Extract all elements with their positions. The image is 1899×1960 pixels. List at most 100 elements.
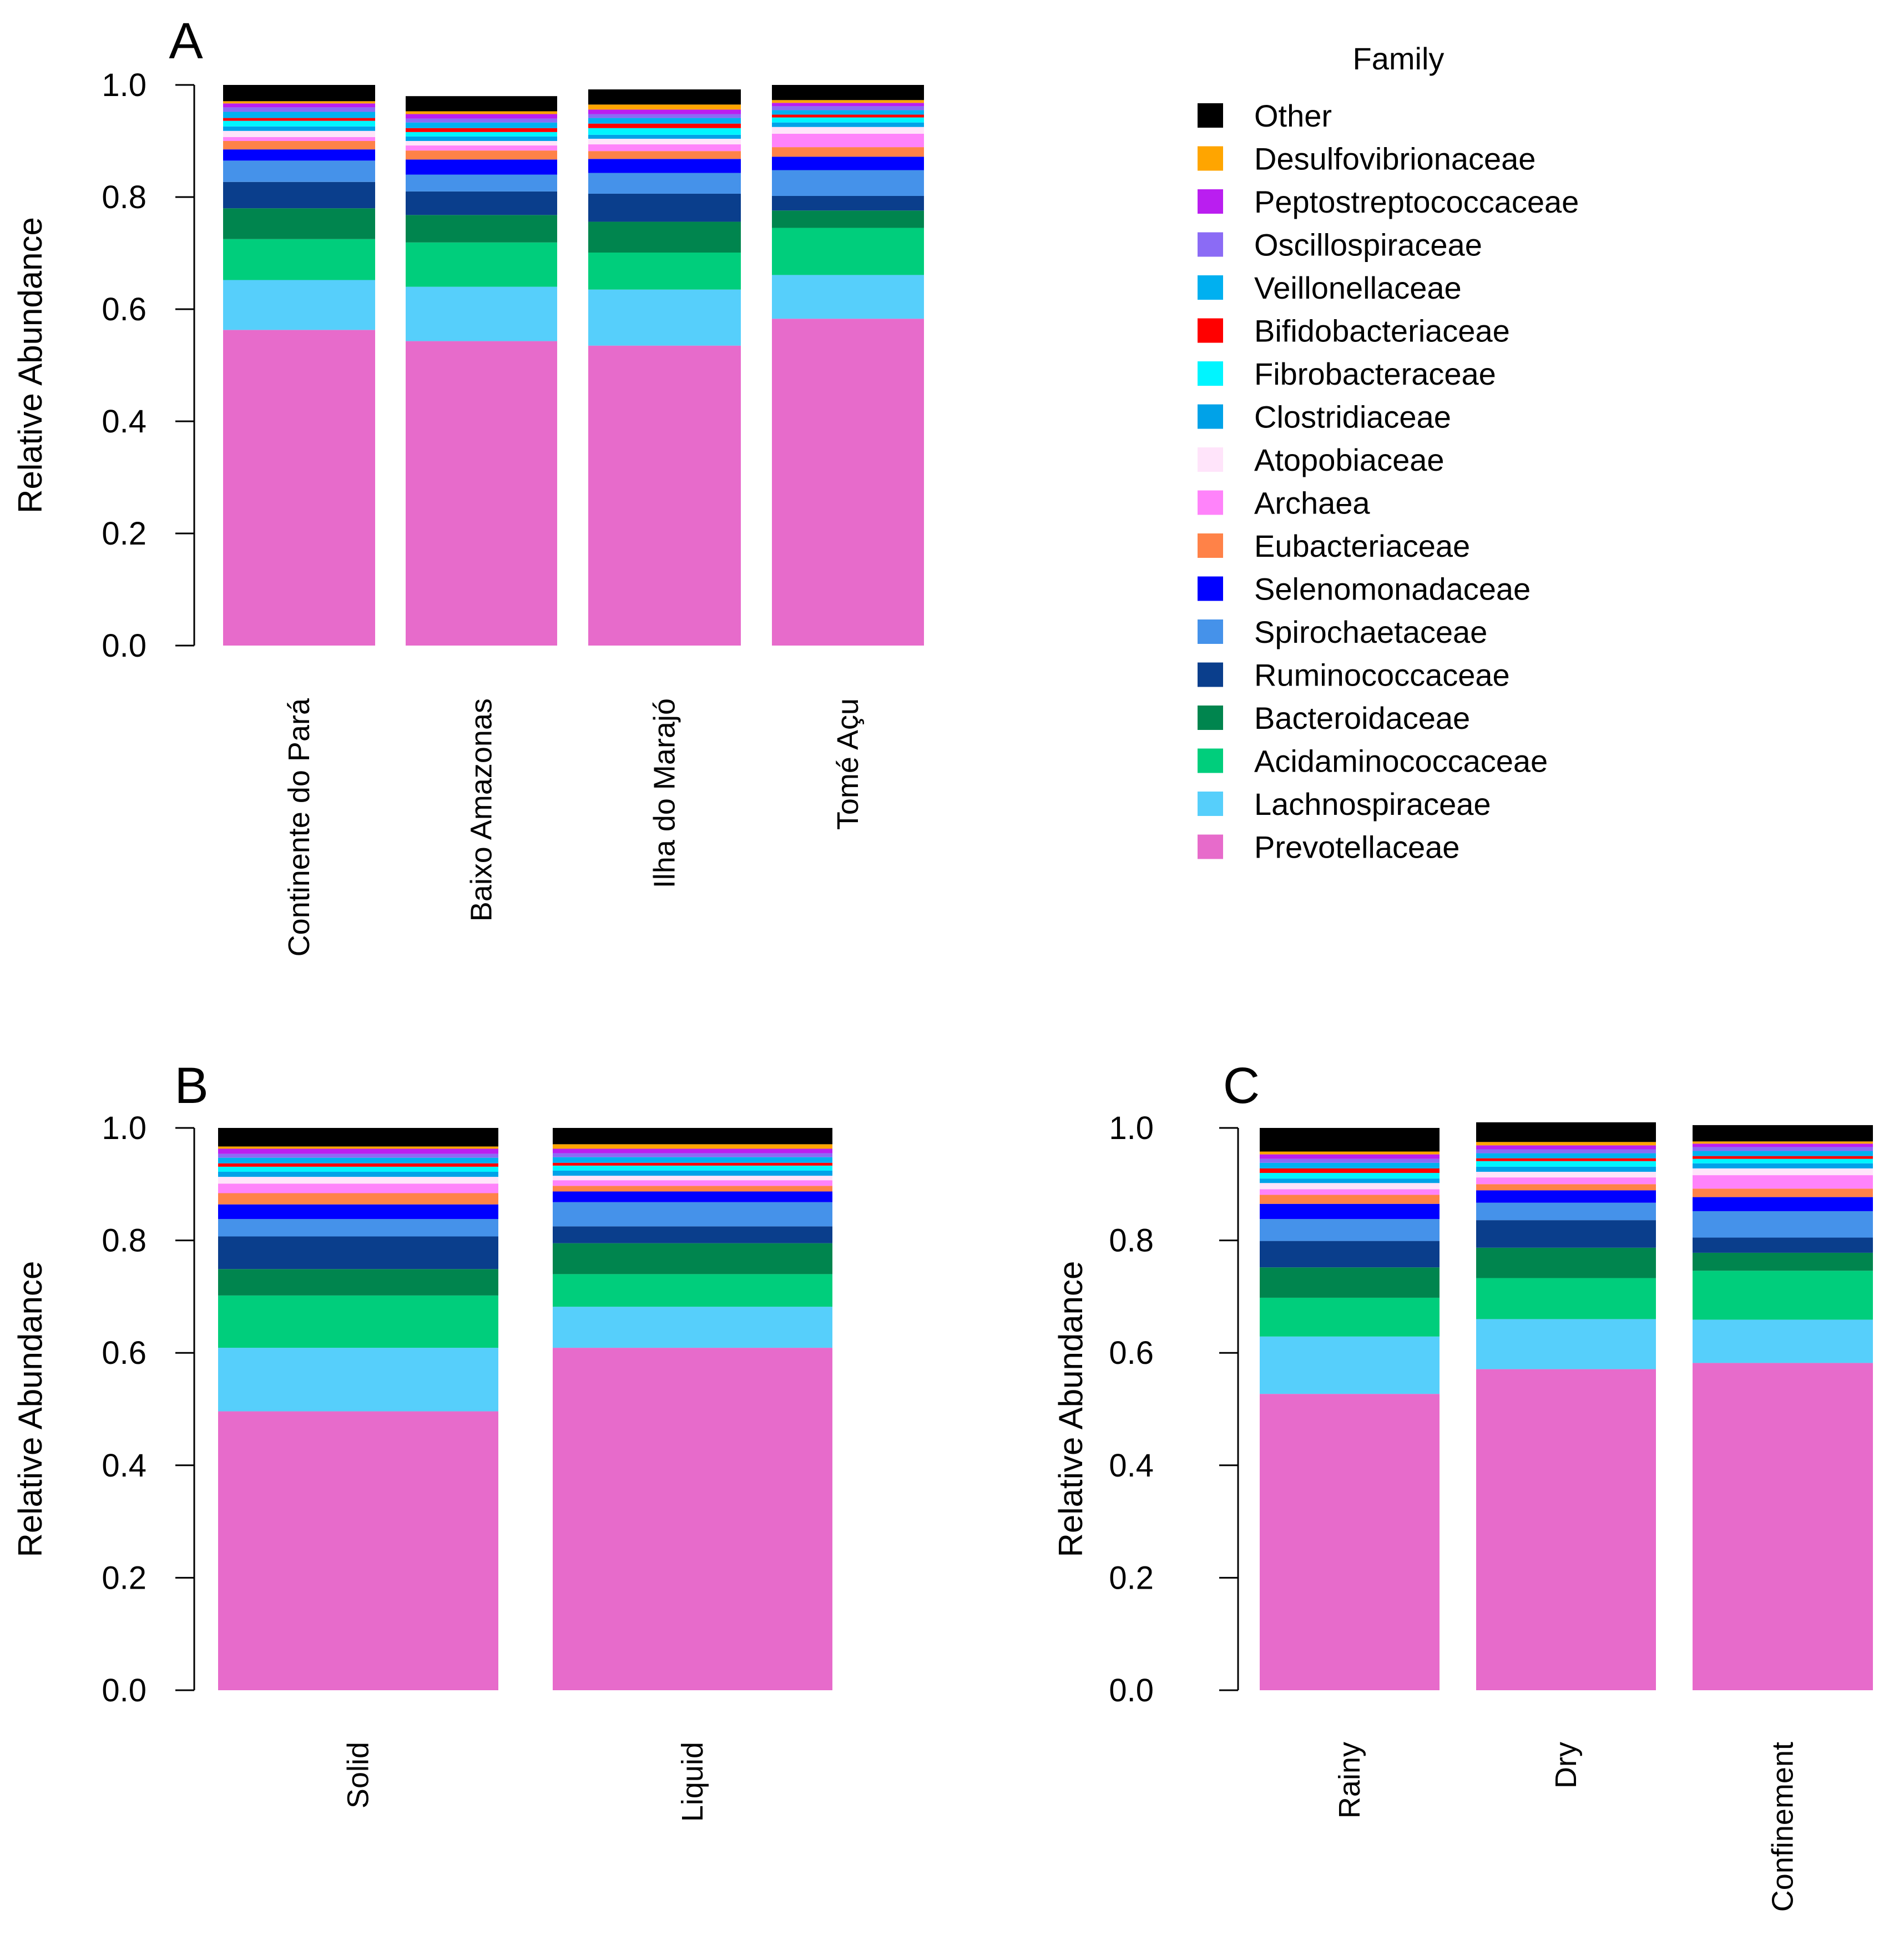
bar-segment-archaea [406,145,557,151]
bar-segment-bacteroidaceae [1693,1252,1873,1271]
bar-segment-acidaminococcaceae [1476,1278,1656,1319]
bar-segment-ruminococcaceae [1476,1220,1656,1248]
legend-swatch-clostridiaceae [1198,404,1223,429]
legend-label-atopobiaceae: Atopobiaceae [1254,442,1445,477]
legend-label-lachnospiraceae: Lachnospiraceae [1254,787,1491,822]
bar-segment-acidaminococcaceae [588,252,741,290]
bar-segment-peptostreptococcaceae [1693,1143,1873,1147]
legend-swatch-bacteroidaceae [1198,706,1223,730]
legend-swatch-archaea [1198,490,1223,515]
legend-swatch-peptostreptococcaceae [1198,189,1223,214]
bar-segment-prevotellaceae [1476,1369,1656,1690]
panel-b: B 0.0 0.2 0.4 0.6 0.8 1.0 Relative Abundance Sol… [12,1057,832,1822]
y-axis-title: Relative Abundance [1052,1261,1089,1558]
legend-swatch-ruminococcaceae [1198,662,1223,687]
bar-segment-other [218,1128,498,1147]
bar-segment-selenomonadaceae [588,159,741,173]
legend-label-bifidobacteriaceae: Bifidobacteriaceae [1254,314,1510,349]
bar-segment-clostridiaceae [218,1172,498,1177]
bar-segment-acidaminococcaceae [772,228,924,275]
bar-segment-eubacteriaceae [1260,1195,1440,1204]
category-label-dry: Dry [1549,1742,1583,1788]
bar-segment-eubacteriaceae [223,141,375,150]
bar-segment-peptostreptococcaceae [553,1148,832,1153]
category-label-liquid: Liquid [676,1742,709,1822]
bar-segment-clostridiaceae [588,134,741,139]
bar-segment-acidaminococcaceae [553,1274,832,1307]
bar-segment-bacteroidaceae [218,1269,498,1296]
bar-segment-prevotellaceae [223,330,375,646]
bar-segment-oscillospiraceae [772,106,924,110]
bar-segment-veillonellaceae [1693,1151,1873,1156]
y-tick-label: 0.8 [102,179,147,215]
bar-segment-archaea [223,137,375,141]
panel-c: C 0.0 0.2 0.4 0.6 0.8 1.0 Relative Abundance Rai… [1052,1057,1873,1912]
y-tick-label: 0.4 [102,404,147,440]
bar-segment-atopobiaceae [553,1176,832,1181]
bar-segment-clostridiaceae [1260,1178,1440,1183]
legend-swatch-desulfovibrionaceae [1198,146,1223,171]
bar-segment-spirochaetaceae [223,160,375,182]
bar-segment-lachnospiraceae [1260,1336,1440,1394]
bar-segment-peptostreptococcaceae [223,103,375,108]
legend-label-ruminococcaceae: Ruminococcaceae [1254,658,1510,693]
bar-segment-oscillospiraceae [223,107,375,112]
bar-segment-eubacteriaceae [1476,1184,1656,1191]
bar-segment-fibrobacteraceae [1260,1173,1440,1179]
panel-letter: A [169,13,203,69]
bar-segment-prevotellaceae [406,341,557,646]
bar-segment-veillonellaceae [218,1157,498,1163]
legend-label-desulfovibrionaceae: Desulfovibrionaceae [1254,142,1536,177]
bar-segment-other [223,85,375,102]
category-label-solid: Solid [342,1742,375,1808]
bar-segment-fibrobacteraceae [218,1166,498,1172]
legend-swatch-eubacteriaceae [1198,533,1223,558]
y-tick-label: 0.0 [102,1672,147,1709]
bar-segment-ruminococcaceae [223,182,375,209]
bar-segment-oscillospiraceae [1476,1149,1656,1153]
y-axis-title: Relative Abundance [12,217,49,513]
bar-segment-other [1476,1122,1656,1142]
bar-segment-bifidobacteriaceae [406,128,557,132]
bar-segment-lachnospiraceae [772,275,924,319]
bar-segment-atopobiaceae [223,130,375,137]
bar-segment-bifidobacteriaceae [588,123,741,128]
y-tick-label: 1.0 [102,1110,147,1146]
legend-swatch-acidaminococcaceae [1198,748,1223,773]
bar-segment-bacteroidaceae [223,208,375,239]
bar-segment-bacteroidaceae [1476,1247,1656,1278]
bar-segment-ruminococcaceae [553,1226,832,1243]
bar-segment-desulfovibrionaceae [772,100,924,103]
bar-segment-clostridiaceae [223,126,375,131]
bar-segment-bacteroidaceae [588,221,741,253]
bar-segment-fibrobacteraceae [1476,1161,1656,1167]
bar-segment-oscillospiraceae [1260,1158,1440,1163]
y-tick-label: 0.2 [1109,1560,1154,1596]
bar-segment-clostridiaceae [406,136,557,141]
bar-segment-other [1693,1125,1873,1142]
legend-swatch-oscillospiraceae [1198,232,1223,257]
legend-label-prevotellaceae: Prevotellaceae [1254,830,1459,865]
bar-segment-clostridiaceae [1693,1163,1873,1168]
panel-letter: C [1223,1057,1260,1114]
bar-segment-prevotellaceae [588,345,741,646]
bar-segment-ruminococcaceae [1260,1241,1440,1268]
bar-segment-fibrobacteraceae [223,120,375,127]
bar-segment-clostridiaceae [1476,1166,1656,1172]
category-label-rainy: Rainy [1333,1742,1366,1818]
bar-segment-atopobiaceae [588,138,741,145]
bar-segment-acidaminococcaceae [223,239,375,280]
y-tick-label: 1.0 [1109,1110,1154,1146]
bar-segment-prevotellaceae [218,1411,498,1690]
bar-segment-peptostreptococcaceae [772,103,924,107]
bar-segment-desulfovibrionaceae [223,101,375,104]
bar-segment-atopobiaceae [1260,1183,1440,1190]
category-label-tome-acu: Tomé Açu [831,698,865,830]
bar-segment-peptostreptococcaceae [406,114,557,119]
legend-swatch-lachnospiraceae [1198,792,1223,816]
bar-segment-prevotellaceae [1693,1363,1873,1690]
bar-segment-ruminococcaceae [1693,1237,1873,1253]
bar-segment-spirochaetaceae [553,1202,832,1227]
bar-segment-lachnospiraceae [588,289,741,346]
bar-segment-oscillospiraceae [553,1153,832,1157]
